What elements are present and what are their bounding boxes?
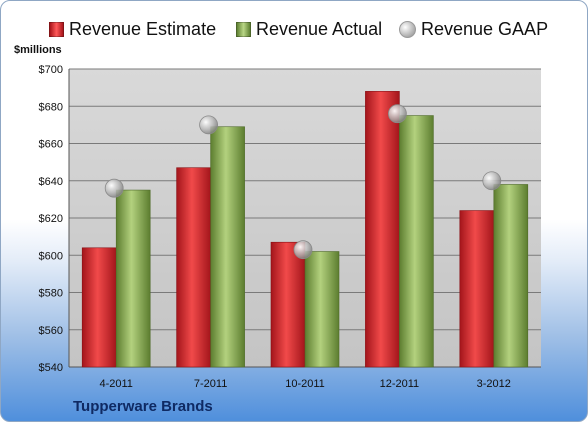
y-tick-label: $620 bbox=[39, 213, 63, 225]
bar-estimate bbox=[365, 91, 400, 368]
x-tick-label: 3-2012 bbox=[477, 378, 511, 390]
bar-actual bbox=[115, 189, 151, 368]
legend: Revenue Estimate Revenue Actual Revenue … bbox=[1, 17, 587, 41]
x-tick-label: 12-2011 bbox=[380, 378, 420, 390]
company-name: Tupperware Brands bbox=[73, 398, 213, 415]
y-tick-label: $540 bbox=[39, 362, 63, 374]
x-tick-label: 7-2011 bbox=[194, 378, 227, 390]
bar-estimate bbox=[176, 167, 211, 368]
y-axis-unit-label: $millions bbox=[14, 44, 62, 56]
y-tick-label: $640 bbox=[39, 176, 63, 188]
bar-estimate bbox=[459, 210, 495, 368]
x-tick-label: 10-2011 bbox=[285, 378, 325, 390]
bar-estimate bbox=[81, 247, 117, 368]
legend-swatch-actual bbox=[236, 21, 251, 37]
legend-item-revenue-estimate: Revenue Estimate bbox=[49, 17, 216, 41]
y-tick-label: $560 bbox=[39, 325, 63, 337]
legend-swatch-gaap bbox=[399, 20, 416, 38]
y-tick-label: $700 bbox=[39, 64, 63, 76]
bar-actual bbox=[210, 126, 245, 368]
x-tick-label: 4-2011 bbox=[99, 378, 132, 390]
marker-gaap bbox=[104, 178, 124, 198]
legend-swatch-estimate bbox=[49, 21, 64, 37]
y-tick-label: $600 bbox=[39, 250, 63, 262]
legend-item-revenue-actual: Revenue Actual bbox=[236, 17, 382, 41]
bar-actual bbox=[304, 251, 340, 368]
marker-gaap bbox=[482, 171, 502, 191]
y-tick-label: $580 bbox=[39, 288, 63, 300]
y-tick-label: $660 bbox=[39, 139, 63, 151]
legend-label-gaap: Revenue GAAP bbox=[421, 18, 549, 39]
bar-actual bbox=[493, 184, 529, 368]
legend-label-estimate: Revenue Estimate bbox=[69, 18, 217, 39]
legend-label-actual: Revenue Actual bbox=[256, 18, 383, 39]
legend-item-revenue-gaap: Revenue GAAP bbox=[399, 17, 548, 41]
marker-gaap bbox=[199, 115, 219, 135]
marker-gaap bbox=[293, 240, 313, 260]
y-tick-label: $680 bbox=[39, 101, 63, 113]
bar-actual bbox=[399, 115, 434, 368]
bar-estimate bbox=[270, 241, 306, 368]
marker-gaap bbox=[387, 104, 407, 124]
